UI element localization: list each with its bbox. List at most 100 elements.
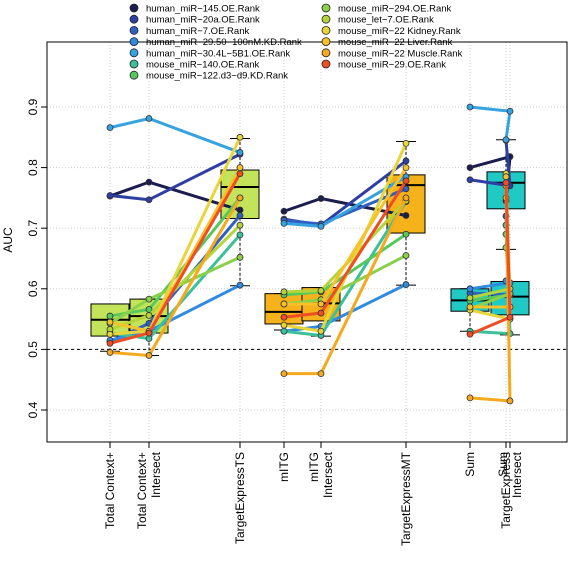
series-point [145, 329, 153, 337]
series-point [402, 252, 410, 259]
series-point [402, 281, 410, 288]
legend-swatch [321, 25, 331, 35]
series-point [236, 164, 244, 172]
series-point [280, 219, 288, 227]
series-point [317, 370, 325, 378]
line-layer [106, 103, 514, 405]
legend-label: human_miR−29.50−100nM.KD.Rank [146, 37, 302, 48]
x-tick-label: Total Context+Intersect [135, 451, 163, 529]
series-point [502, 179, 510, 187]
series-point [145, 178, 153, 186]
legend-label: human_miR−20a.OE.Rank [146, 15, 260, 26]
legend-label: mouse_miR−22 Kidney.Rank [338, 26, 461, 37]
legend-swatch [129, 48, 139, 58]
legend-label: mouse_miR−22 Muscle.Rank [338, 48, 463, 59]
y-tick-label: 0.6 [26, 280, 40, 297]
x-tick-label-line: TargetExpressMT [399, 451, 413, 546]
legend-swatch [129, 70, 139, 80]
legend-swatch [321, 59, 331, 69]
series-point [236, 221, 244, 229]
x-tick-label-line: TargetExpressTS [233, 452, 247, 544]
series-point [106, 318, 114, 326]
legend-label: mouse_miR−22 Liver.Rank [338, 37, 453, 48]
series-point [145, 352, 153, 359]
legend-label: mouse_miR−294.OE.Rank [338, 4, 452, 15]
x-tick-label-line: Sum [463, 452, 477, 477]
legend-swatch [129, 14, 139, 24]
x-tick-label-line: mITG [307, 452, 321, 482]
series-point [466, 294, 474, 302]
legend-swatch [129, 37, 139, 46]
series-point [106, 339, 114, 347]
grid-layer [47, 42, 567, 442]
series-point [402, 212, 410, 219]
series-point [317, 300, 325, 308]
series-point [466, 394, 474, 402]
x-tick-label-line: Intersect [510, 451, 524, 498]
legend-swatch [321, 48, 331, 58]
x-tick-label: Total Context+ [103, 452, 117, 529]
series-point [466, 103, 474, 111]
series-point [502, 136, 510, 144]
series-point [106, 330, 114, 338]
series-point [402, 164, 410, 172]
legend: human_miR−145.OE.Rankhuman_miR−20a.OE.Ra… [129, 3, 463, 82]
series-point [106, 192, 114, 199]
legend-label: mouse_miR−122.d3−d9.KD.Rank [146, 71, 288, 82]
series-point [502, 173, 510, 181]
series-point [402, 177, 410, 185]
series-point [145, 312, 153, 319]
x-tick-label: Sum [463, 452, 477, 477]
series-point [145, 115, 153, 122]
plot-frame [46, 41, 568, 443]
x-tick-label-line: Intersect [321, 451, 335, 498]
series-point [236, 133, 244, 141]
series-point [402, 194, 410, 202]
series-point [466, 285, 474, 293]
legend-label: mouse_miR−29.OE.Rank [338, 60, 446, 71]
legend-label: mouse_let−7.OE.Rank [338, 15, 434, 26]
box-layer [90, 138, 530, 356]
series-point [236, 149, 244, 156]
y-axis-title: AUC [1, 227, 15, 253]
series-point [106, 349, 114, 356]
legend-swatch [321, 37, 331, 46]
x-tick-label-line: Sum [496, 452, 510, 477]
series-point [106, 124, 114, 132]
series-point [402, 185, 410, 193]
series-point [236, 170, 244, 178]
series-point [317, 287, 325, 295]
legend-swatch [321, 14, 331, 24]
series-point [402, 230, 410, 238]
series-point [402, 139, 410, 147]
x-tick-label-line: Total Context+ [135, 452, 149, 529]
series-point [280, 313, 288, 321]
x-tick-label: TargetExpressMT [399, 451, 413, 546]
legend-swatch [129, 3, 139, 13]
x-tick-label: TargetExpress [499, 452, 513, 529]
legend-swatch [129, 25, 139, 35]
x-tick-label: mITGIntersect [307, 451, 335, 498]
x-tick-label: mITG [277, 452, 291, 482]
series-point [506, 313, 514, 321]
series-point [236, 253, 244, 261]
legend-label: human_miR−145.OE.Rank [146, 4, 260, 15]
series-point [506, 397, 514, 405]
series-point [145, 295, 153, 303]
series-point [466, 176, 474, 184]
x-tick-label-line: mITG [277, 452, 291, 482]
series-point [466, 330, 474, 338]
y-tick-label: 0.5 [26, 341, 40, 358]
series-point [280, 327, 288, 335]
series-point [145, 196, 153, 204]
y-tick-label: 0.4 [26, 401, 40, 418]
series-point [236, 194, 244, 202]
series-point [280, 300, 288, 308]
series-point [236, 231, 244, 239]
x-tick-label-line: TargetExpress [499, 452, 513, 529]
y-tick-label: 0.9 [26, 98, 40, 115]
x-tick-label-line: Total Context+ [103, 452, 117, 529]
series-point [402, 157, 410, 165]
